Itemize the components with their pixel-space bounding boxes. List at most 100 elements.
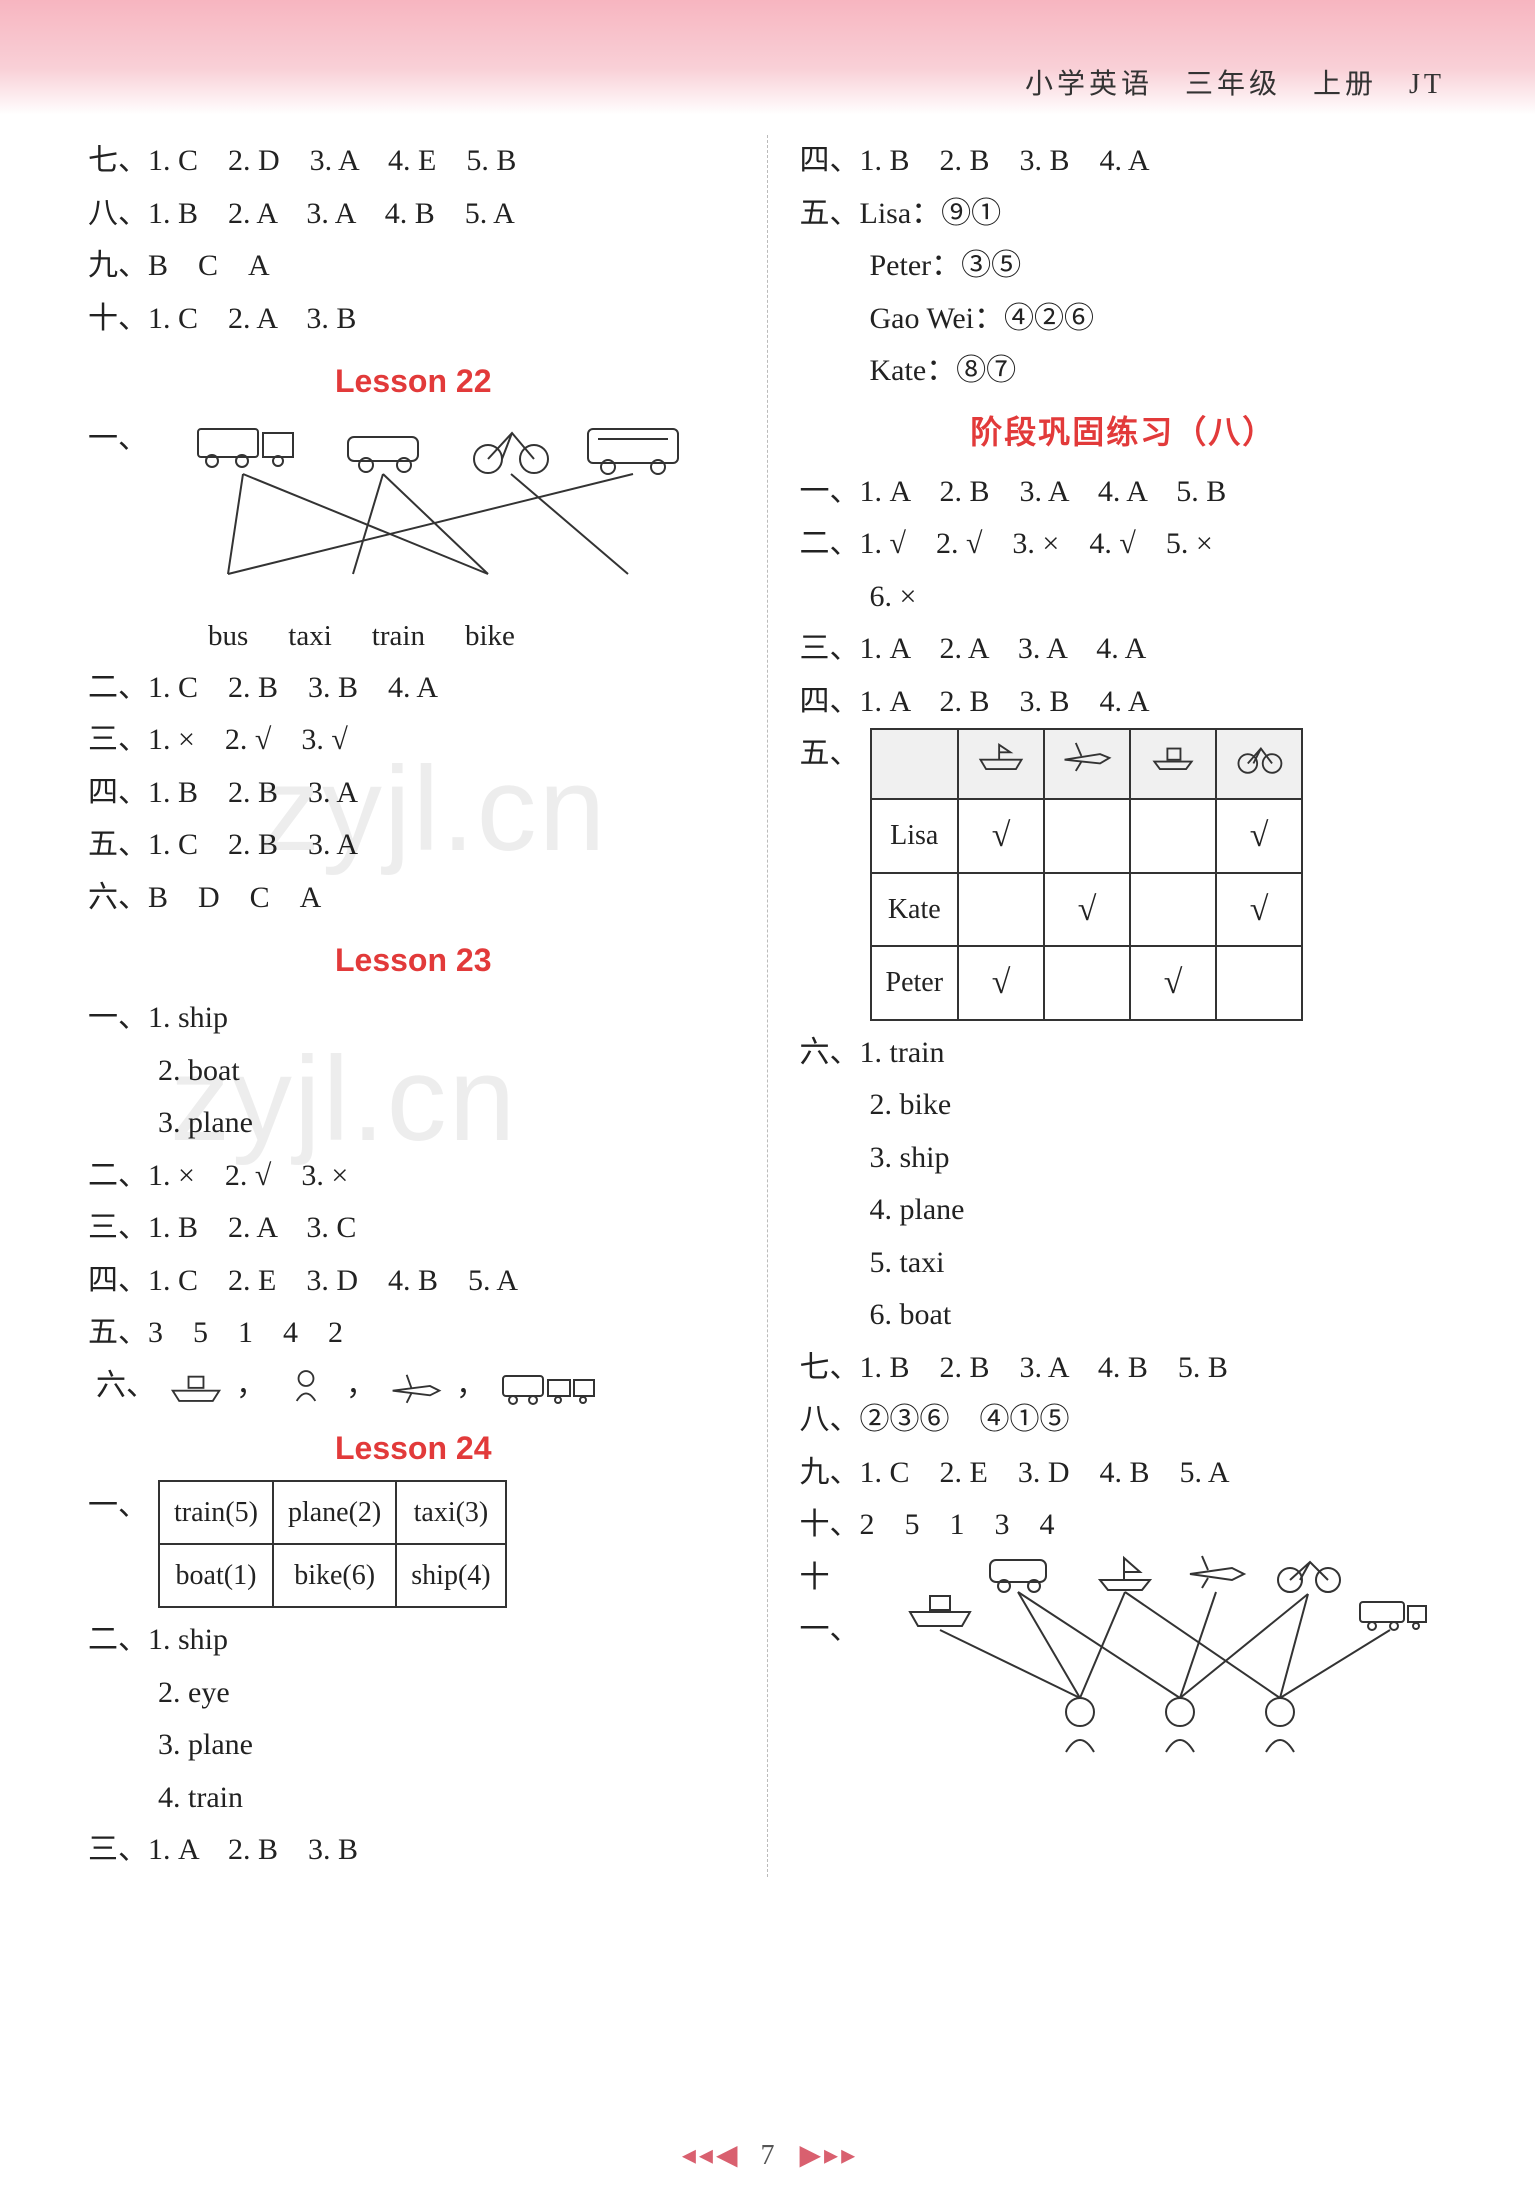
l23-q2: 二、1. × 2. √ 3. ×	[88, 1150, 739, 1203]
child-icon-1	[1066, 1698, 1094, 1752]
hdr-bike-icon	[1216, 729, 1302, 799]
q10: 十、1. C 2. A 3. B	[88, 293, 739, 346]
cell: √	[958, 799, 1044, 873]
q-label-1: 一、	[88, 413, 148, 466]
right-column: 四、1. B 2. B 3. B 4. A 五、Lisa：⑨① Peter：③⑤…	[768, 135, 1466, 1877]
bike-icon-top	[474, 433, 548, 473]
cell	[958, 873, 1044, 947]
s8-q11-label: 十一、	[800, 1552, 860, 1657]
train-icon-2	[498, 1366, 598, 1406]
cell: √	[1130, 946, 1216, 1020]
r-q5c: Gao Wei：④②⑥	[800, 293, 1448, 346]
s8-q4: 四、1. A 2. B 3. B 4. A	[800, 676, 1448, 729]
match-svg	[188, 419, 728, 589]
cell	[1130, 799, 1216, 873]
l23-q1b: 2. boat	[88, 1045, 739, 1098]
l24-q2c: 3. plane	[88, 1719, 739, 1772]
hdr-boat-icon	[1130, 729, 1216, 799]
match-diagram	[188, 419, 739, 609]
plane-icon-2	[1190, 1556, 1244, 1588]
s8-q2b: 6. ×	[800, 571, 1448, 624]
lesson22-q1-row: 一、	[88, 413, 739, 662]
label-bike: bike	[465, 611, 515, 662]
page-footer: ◂ ◂ ◀ 7 ▶ ▸ ▸	[0, 2138, 1535, 2172]
r-q5d: Kate：⑧⑦	[800, 345, 1448, 398]
s8-q6c: 3. ship	[800, 1132, 1448, 1185]
plane-icon	[388, 1366, 444, 1406]
r-q5: 五、Lisa：⑨①	[800, 188, 1448, 241]
l22-q4: 四、1. B 2. B 3. A	[88, 767, 739, 820]
cell: bike(6)	[273, 1544, 396, 1607]
cell	[1044, 799, 1130, 873]
train-icon-3	[1360, 1602, 1426, 1630]
l22-q2: 二、1. C 2. B 3. B 4. A	[88, 662, 739, 715]
train-icon	[198, 429, 293, 467]
label-train: train	[372, 611, 425, 662]
r-q5b: Peter：③⑤	[800, 240, 1448, 293]
left-column: 七、1. C 2. D 3. A 4. E 5. B 八、1. B 2. A 3…	[70, 135, 768, 1877]
s8-q2: 二、1. √ 2. √ 3. × 4. √ 5. ×	[800, 518, 1448, 571]
s8-q6f: 6. boat	[800, 1289, 1448, 1342]
cell: √	[1216, 799, 1302, 873]
bike-icon-2	[1278, 1562, 1340, 1592]
child-icon-2	[1166, 1698, 1194, 1752]
l22-q5: 五、1. C 2. B 3. A	[88, 819, 739, 872]
l23-q1: 一、1. ship	[88, 992, 739, 1045]
s8-q6b: 2. bike	[800, 1079, 1448, 1132]
s8-q3: 三、1. A 2. A 3. A 4. A	[800, 623, 1448, 676]
l24-table: train(5) plane(2) taxi(3) boat(1) bike(6…	[158, 1480, 507, 1608]
cell	[1130, 873, 1216, 947]
s8-q6: 六、1. train	[800, 1027, 1448, 1080]
car-icon	[990, 1560, 1046, 1592]
footer-right-marks: ▶ ▸ ▸	[800, 2140, 854, 2171]
page-number: 7	[761, 2140, 775, 2171]
label-taxi: taxi	[288, 611, 332, 662]
l23-q3: 三、1. B 2. A 3. C	[88, 1202, 739, 1255]
blank-cell	[871, 729, 959, 799]
table-header-row	[871, 729, 1303, 799]
bus-icon-top	[588, 429, 678, 474]
lesson22-title: Lesson 22	[88, 353, 739, 409]
car-icon	[348, 437, 418, 472]
header-banner: 小学英语 三年级 上册 JT	[0, 0, 1535, 115]
l24-q1-row: 一、 train(5) plane(2) taxi(3) boat(1) bik…	[88, 1480, 739, 1608]
l23-q5: 五、3 5 1 4 2	[88, 1307, 739, 1360]
table-row: Peter √ √	[871, 946, 1303, 1020]
row-name: Peter	[871, 946, 959, 1020]
cell: √	[1044, 873, 1130, 947]
q9: 九、B C A	[88, 240, 739, 293]
header-title: 小学英语 三年级 上册 JT	[1025, 62, 1445, 102]
match-labels: bus taxi train bike	[148, 611, 739, 662]
label-bus: bus	[208, 611, 248, 662]
cell: ship(4)	[396, 1544, 505, 1607]
l22-q6: 六、B D C A	[88, 872, 739, 925]
stage8-title: 阶段巩固练习（八）	[800, 404, 1448, 460]
cell: taxi(3)	[396, 1481, 505, 1544]
row-name: Lisa	[871, 799, 959, 873]
l23-q6-label: 六、	[96, 1360, 156, 1413]
s8-q1: 一、1. A 2. B 3. A 4. A 5. B	[800, 466, 1448, 519]
l24-q2d: 4. train	[88, 1772, 739, 1825]
network-svg	[890, 1552, 1450, 1762]
s8-table: Lisa √ √ Kate √ √ Peter √ √	[870, 728, 1304, 1021]
s8-q11-row: 十一、	[800, 1552, 1448, 1762]
person-icon	[278, 1366, 334, 1406]
ship-icon	[168, 1366, 224, 1406]
row-name: Kate	[871, 873, 959, 947]
s8-q5-row: 五、 Lisa √ √ Kate	[800, 728, 1448, 1021]
s8-q9: 九、1. C 2. E 3. D 4. B 5. A	[800, 1447, 1448, 1500]
table-row: train(5) plane(2) taxi(3)	[159, 1481, 506, 1544]
cell	[1044, 946, 1130, 1020]
cell: plane(2)	[273, 1481, 396, 1544]
l23-q4: 四、1. C 2. E 3. D 4. B 5. A	[88, 1255, 739, 1308]
cell: train(5)	[159, 1481, 273, 1544]
network-diagram	[890, 1552, 1450, 1762]
r-q4: 四、1. B 2. B 3. B 4. A	[800, 135, 1448, 188]
s8-q5-label: 五、	[800, 728, 860, 781]
child-icon-3	[1266, 1698, 1294, 1752]
page-content: 七、1. C 2. D 3. A 4. E 5. B 八、1. B 2. A 3…	[0, 115, 1535, 1877]
cell: boat(1)	[159, 1544, 273, 1607]
s8-q7: 七、1. B 2. B 3. A 4. B 5. B	[800, 1342, 1448, 1395]
s8-q6e: 5. taxi	[800, 1237, 1448, 1290]
l22-q3: 三、1. × 2. √ 3. √	[88, 714, 739, 767]
